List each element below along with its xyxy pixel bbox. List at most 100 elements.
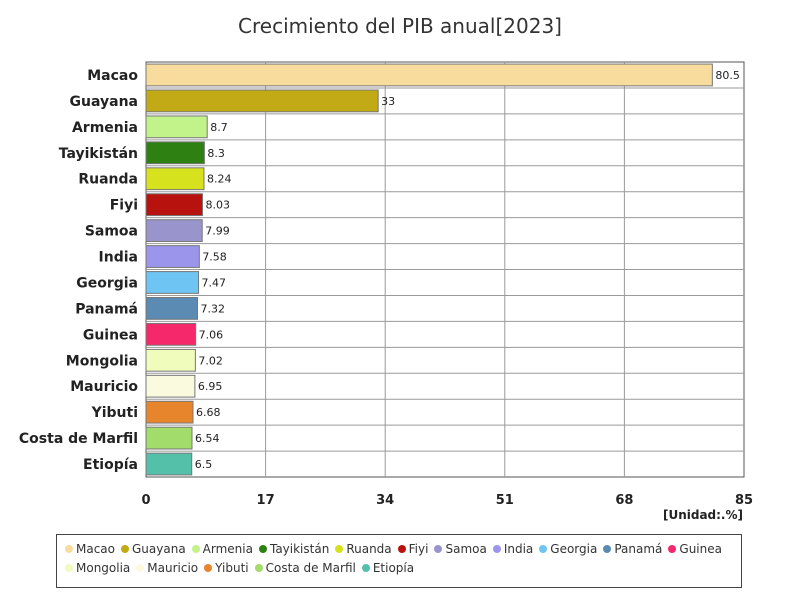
legend-label: Guayana [132, 542, 186, 556]
bar [145, 271, 200, 294]
bar [145, 219, 203, 242]
legend-item: Guinea [668, 542, 722, 556]
bar [145, 322, 197, 346]
bar [145, 63, 713, 87]
x-tick-label: 51 [496, 493, 514, 508]
legend-swatch [254, 563, 263, 572]
legend-item: Samoa [434, 542, 487, 556]
category-label: Mongolia [66, 353, 138, 369]
legend-label: Costa de Marfil [265, 561, 356, 575]
category-label: Guayana [70, 94, 138, 110]
legend-item: Macao [65, 542, 115, 556]
value-label: 7.02 [198, 354, 223, 367]
value-label: 8.24 [207, 173, 232, 186]
legend-item: Guayana [121, 542, 186, 556]
category-label: Tayikistán [59, 146, 138, 162]
value-label: 8.7 [210, 121, 228, 134]
legend-swatch [191, 544, 200, 553]
legend: Macao Guayana Armenia Tayikistán Ruanda Fiyi S… [56, 534, 742, 588]
category-label: Georgia [76, 275, 138, 291]
value-label: 6.68 [196, 406, 221, 419]
bar [145, 297, 198, 320]
legend-label: Etiopía [372, 561, 415, 575]
legend-swatch [434, 544, 443, 553]
category-label: Ruanda [78, 172, 138, 188]
bars [145, 63, 713, 476]
legend-swatch [204, 563, 213, 572]
category-label: Armenia [72, 120, 138, 136]
legend-item: Georgia [539, 542, 597, 556]
chart-title: Crecimiento del PIB anual[2023] [238, 14, 562, 38]
category-label: Etiopía [83, 457, 138, 473]
legend-item: Armenia [191, 542, 253, 556]
legend-swatch [65, 563, 73, 572]
x-tick-label: 17 [257, 493, 275, 508]
legend-label: Macao [76, 542, 115, 556]
legend-item: Fiyi [397, 542, 429, 556]
legend-item: Tayikistán [258, 542, 330, 556]
legend-label: Tayikistán [269, 542, 330, 556]
legend-item: Panamá [603, 542, 662, 556]
value-label: 7.06 [199, 328, 224, 341]
legend-label: Fiyi [408, 542, 429, 556]
x-tick-label: 34 [376, 493, 394, 508]
legend-label: Georgia [550, 542, 598, 556]
legend-swatch [397, 544, 406, 553]
value-label: 8.03 [205, 199, 230, 212]
legend-label: Mauricio [147, 561, 199, 575]
legend-swatch [361, 563, 370, 572]
value-label: 6.5 [195, 458, 213, 471]
legend-item: Etiopía [361, 561, 415, 575]
legend-item: Mauricio [136, 561, 198, 575]
category-label: Samoa [85, 224, 138, 240]
legend-swatch [136, 563, 145, 572]
bar [145, 374, 196, 398]
legend-item: Ruanda [335, 542, 392, 556]
value-label: 6.54 [195, 432, 220, 445]
legend-item: Yibuti [204, 561, 249, 575]
legend-label: Samoa [445, 542, 487, 556]
value-label: 8.3 [207, 147, 225, 160]
value-label: 7.32 [200, 302, 225, 315]
legend-swatch [335, 544, 344, 553]
legend-label: India [503, 542, 534, 556]
legend-item: India [492, 542, 534, 556]
category-label: Panamá [75, 301, 138, 317]
legend-label: Mongolia [76, 561, 131, 575]
category-label: Yibuti [91, 405, 138, 421]
x-tick-label: 85 [735, 493, 753, 508]
legend-swatch [258, 544, 267, 553]
legend-swatch [121, 544, 129, 553]
bar [145, 89, 379, 113]
value-label: 7.47 [202, 276, 227, 289]
legend-swatch [65, 544, 73, 553]
legend-swatch [603, 544, 612, 553]
x-tick-label: 0 [141, 493, 150, 508]
value-label: 6.95 [198, 380, 223, 393]
category-label: Fiyi [110, 198, 138, 214]
value-label: 33 [381, 95, 395, 108]
x-tick-label: 68 [615, 493, 633, 508]
legend-item: Mongolia [65, 561, 130, 575]
category-label: Costa de Marfil [19, 431, 138, 447]
grid [145, 61, 745, 478]
bar [145, 193, 203, 217]
category-label: Macao [87, 68, 138, 84]
legend-label: Panamá [614, 542, 663, 556]
legend-label: Armenia [202, 542, 253, 556]
unit-label: [Unidad:.%] [662, 508, 743, 522]
labels: 0 17 34 51 68 85 Macao 80.5 Guayana 33 Armenia 8.7 T… [19, 68, 753, 508]
value-label: 80.5 [715, 69, 740, 82]
bar [145, 348, 196, 372]
bar [145, 452, 193, 476]
bar [145, 115, 208, 139]
legend-item: Costa de Marfil [254, 561, 356, 575]
legend-swatch [492, 544, 501, 553]
legend-swatch [539, 544, 548, 553]
category-label: Mauricio [70, 379, 138, 395]
legend-label: Guinea [679, 542, 722, 556]
bar [145, 400, 194, 424]
bar [145, 167, 205, 191]
bar [145, 141, 205, 165]
